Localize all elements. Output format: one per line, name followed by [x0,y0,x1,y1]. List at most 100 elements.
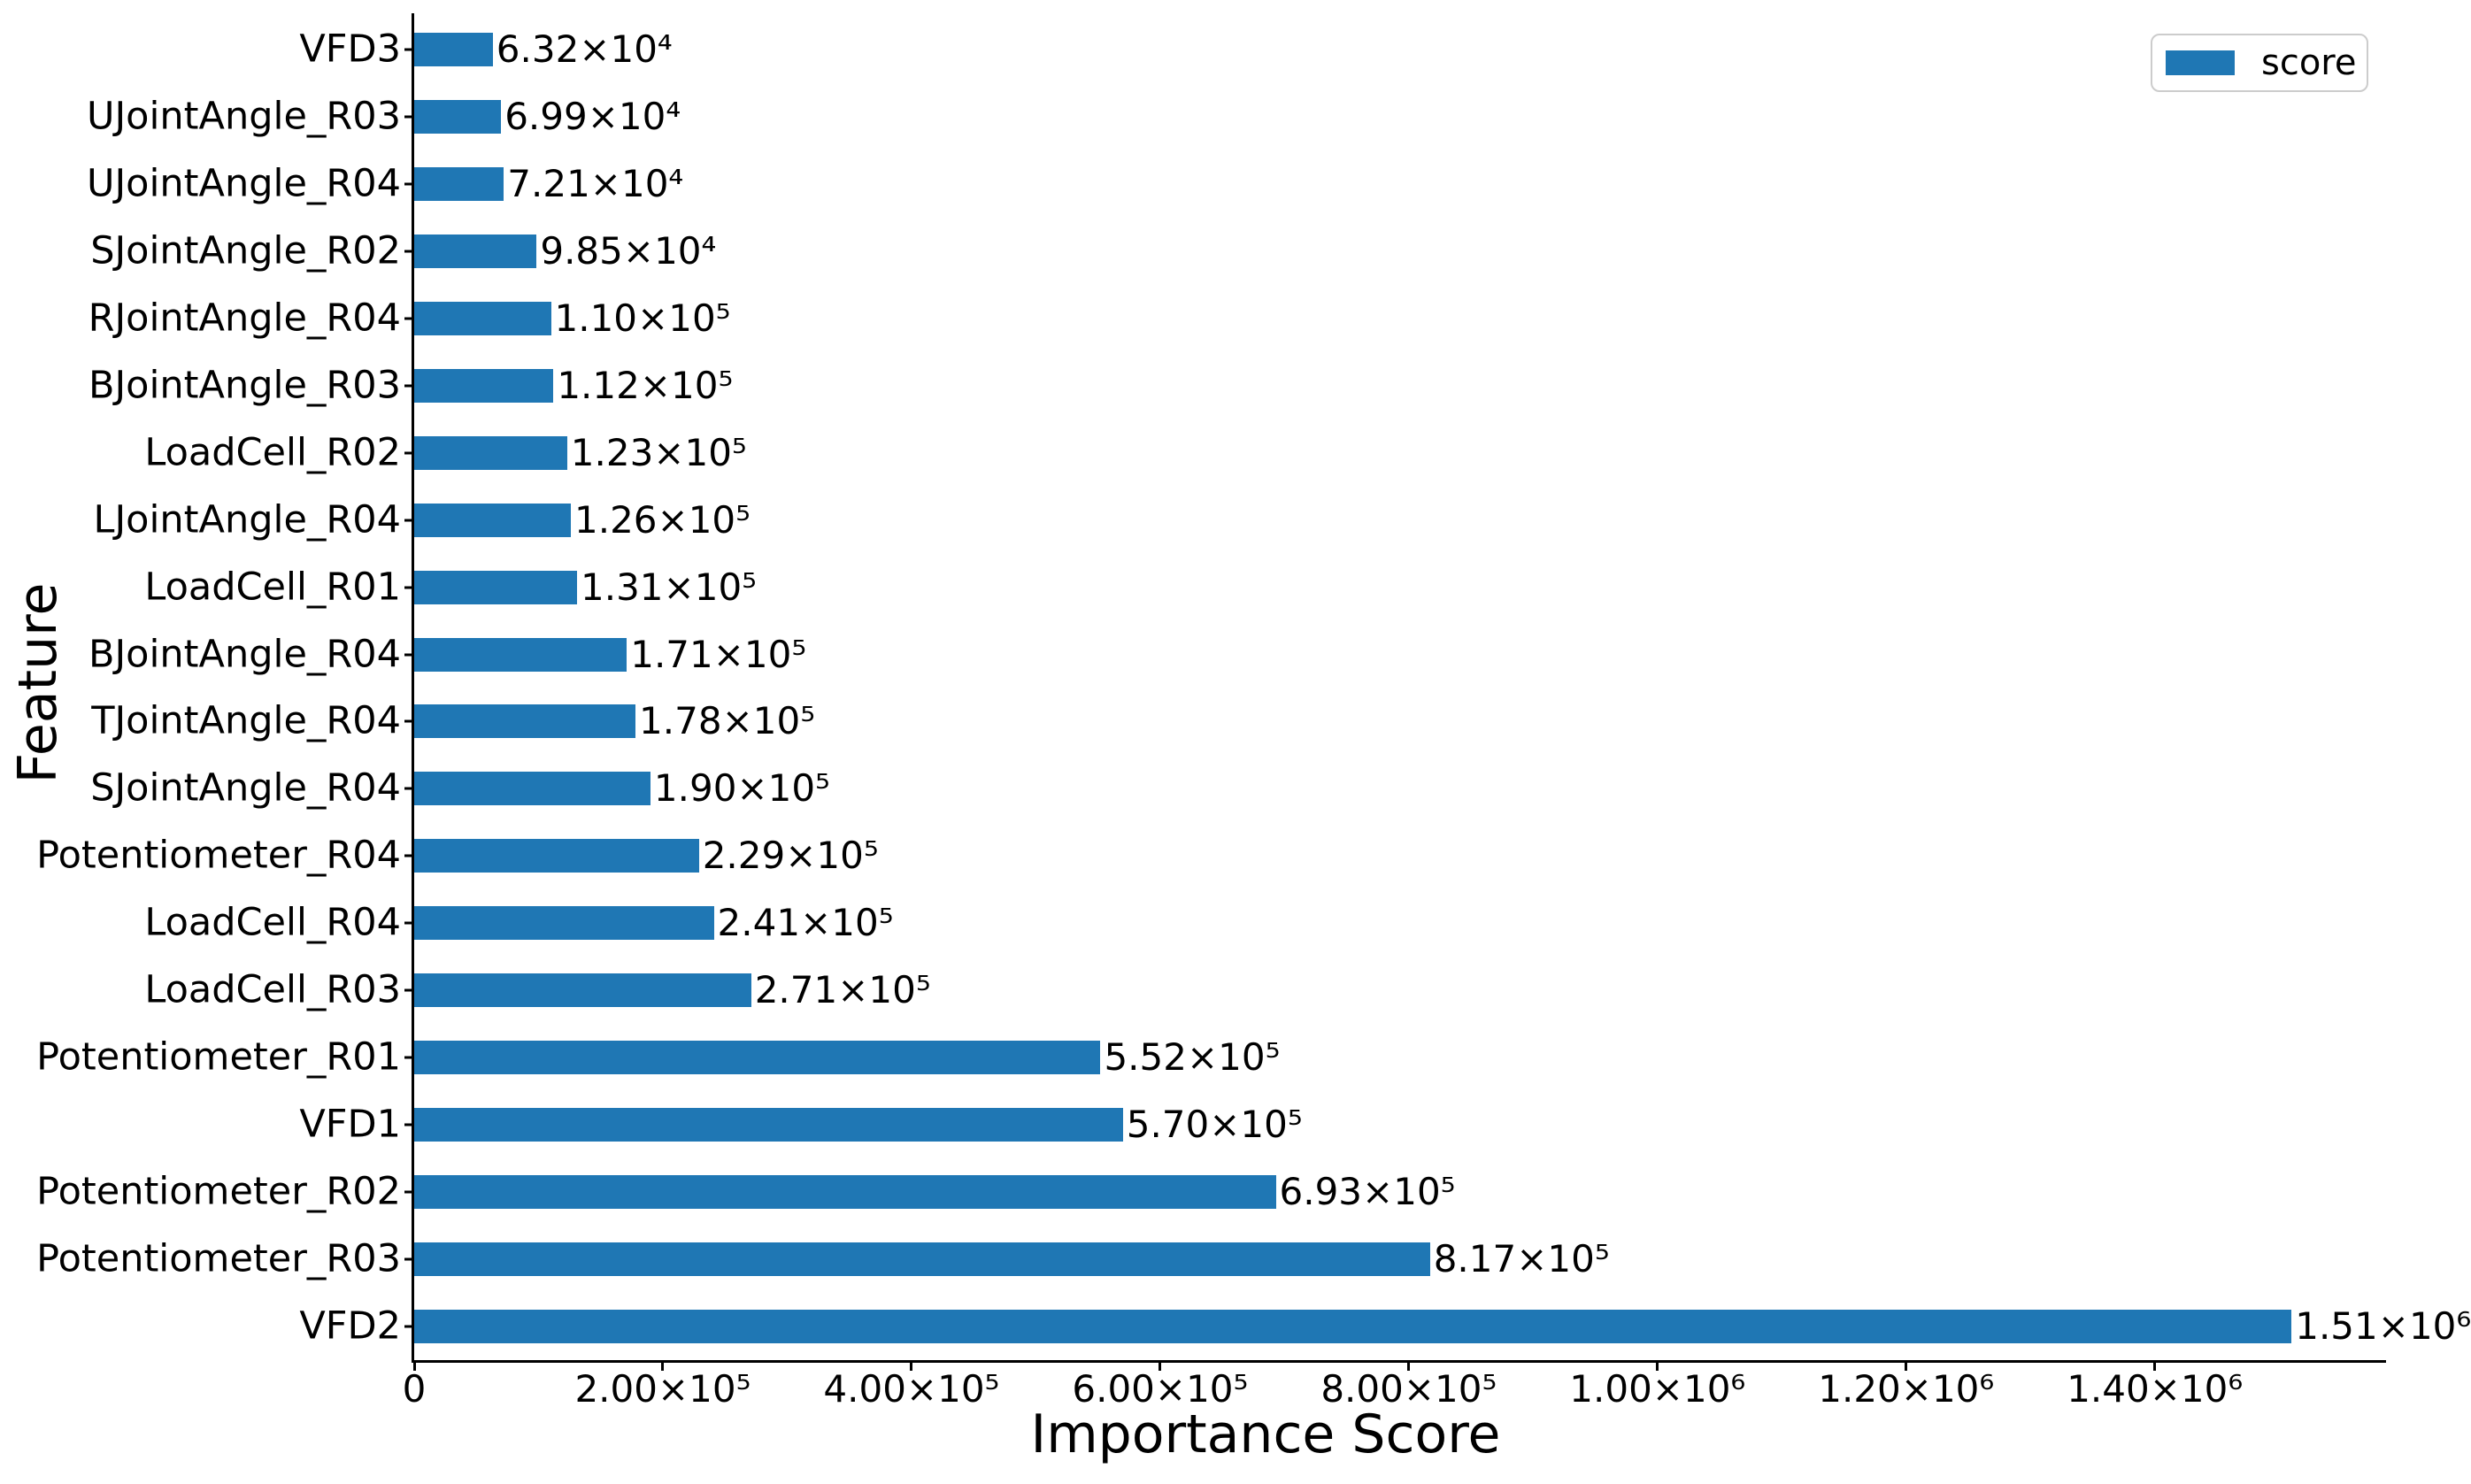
y-tick-label: BJointAngle_R04 [88,631,401,676]
x-tick-mark [1656,1363,1659,1371]
bar-value-label: 7.21×10⁴ [507,161,684,205]
y-tick-mark [404,988,412,992]
y-tick-mark [404,250,412,253]
x-tick-mark [661,1363,665,1371]
y-tick-mark [404,1056,412,1059]
x-axis-spine [412,1360,2386,1363]
y-tick-mark [404,854,412,857]
x-tick-mark [1159,1363,1162,1371]
bar-value-label: 1.31×10⁵ [581,565,758,609]
y-tick-mark [404,719,412,723]
x-tick-label: 0 [402,1367,427,1411]
y-tick-mark [404,317,412,320]
y-tick-mark [404,1325,412,1328]
x-tick-label: 2.00×10⁵ [574,1367,751,1411]
y-tick-mark [404,921,412,925]
x-tick-mark [1407,1363,1411,1371]
bar-value-label: 1.90×10⁵ [653,766,830,811]
x-tick-label: 4.00×10⁵ [823,1367,1000,1411]
bar-LoadCell_R02 [414,435,567,470]
y-tick-mark [404,586,412,589]
bar-Potentiometer_R01 [414,1041,1101,1075]
legend-label: score [2261,42,2357,83]
bar-VFD3 [414,32,493,66]
bar-value-label: 1.71×10⁵ [630,632,807,676]
y-tick-label: LoadCell_R02 [144,430,401,475]
bar-RJointAngle_R04 [414,301,551,335]
bar-BJointAngle_R03 [414,368,554,403]
bar-value-label: 5.52×10⁵ [1104,1035,1281,1080]
bar-UJointAngle_R03 [414,99,502,134]
x-tick-label: 1.20×10⁶ [1818,1367,1995,1411]
bar-SJointAngle_R04 [414,772,650,806]
y-tick-label: VFD1 [299,1102,401,1147]
y-tick-label: Potentiometer_R03 [36,1236,401,1281]
bar-LoadCell_R01 [414,570,578,604]
y-tick-label: Potentiometer_R02 [36,1169,401,1214]
bar-value-label: 1.51×10⁶ [2295,1304,2471,1349]
x-tick-mark [412,1363,416,1371]
bar-value-label: 1.78×10⁵ [639,699,816,743]
y-tick-mark [404,48,412,51]
x-tick-mark [1905,1363,1908,1371]
legend-swatch-icon [2166,50,2235,75]
bar-LoadCell_R03 [414,973,751,1008]
x-tick-mark [2153,1363,2157,1371]
bar-value-label: 1.26×10⁵ [574,497,751,542]
bar-LoadCell_R04 [414,906,714,941]
bar-value-label: 8.17×10⁵ [1433,1237,1610,1281]
bar-value-label: 1.23×10⁵ [570,430,747,474]
y-tick-mark [404,1257,412,1261]
bar-VFD1 [414,1108,1123,1142]
y-tick-mark [404,787,412,790]
y-tick-label: Potentiometer_R04 [36,833,401,878]
y-tick-mark [404,115,412,119]
y-tick-label: BJointAngle_R03 [88,363,401,408]
bar-value-label: 6.93×10⁵ [1279,1170,1456,1214]
bar-Potentiometer_R02 [414,1175,1276,1210]
y-tick-mark [404,653,412,657]
bar-value-label: 2.41×10⁵ [717,901,894,945]
bar-value-label: 1.12×10⁵ [557,363,734,407]
bar-VFD2 [414,1310,2292,1344]
y-tick-label: LoadCell_R03 [144,967,401,1012]
bar-LJointAngle_R04 [414,503,571,537]
bar-value-label: 5.70×10⁵ [1126,1103,1303,1147]
x-tick-label: 6.00×10⁵ [1072,1367,1249,1411]
bar-Potentiometer_R03 [414,1242,1430,1277]
y-tick-label: LoadCell_R04 [144,900,401,945]
x-axis-title: Importance Score [1030,1403,1501,1465]
y-axis-title: Feature [7,582,69,784]
bar-Potentiometer_R04 [414,839,699,873]
bar-value-label: 2.71×10⁵ [754,968,931,1012]
y-tick-label: SJointAngle_R02 [90,228,401,273]
y-tick-mark [404,384,412,388]
y-tick-label: LJointAngle_R04 [93,496,401,542]
bar-value-label: 2.29×10⁵ [702,834,879,878]
y-tick-label: UJointAngle_R03 [87,94,401,139]
x-tick-label: 8.00×10⁵ [1320,1367,1497,1411]
x-tick-label: 1.40×10⁶ [2067,1367,2244,1411]
y-tick-label: VFD2 [299,1303,401,1349]
bar-BJointAngle_R04 [414,637,627,672]
bar-value-label: 6.32×10⁴ [496,27,673,71]
y-tick-label: UJointAngle_R04 [87,161,401,206]
bar-TJointAngle_R04 [414,704,636,739]
y-tick-label: RJointAngle_R04 [88,296,401,341]
y-tick-mark [404,182,412,186]
legend: score [2151,34,2368,92]
y-tick-label: TJointAngle_R04 [91,698,401,743]
y-tick-mark [404,1190,412,1194]
y-tick-label: LoadCell_R01 [144,564,401,609]
x-tick-label: 1.00×10⁶ [1569,1367,1746,1411]
x-tick-mark [910,1363,913,1371]
bar-value-label: 9.85×10⁴ [540,228,717,273]
bar-value-label: 6.99×10⁴ [504,94,681,138]
bar-value-label: 1.10×10⁵ [554,296,731,340]
y-tick-label: Potentiometer_R01 [36,1034,401,1080]
y-tick-label: SJointAngle_R04 [90,765,401,811]
bar-UJointAngle_R04 [414,166,504,201]
y-tick-label: VFD3 [299,27,401,72]
y-tick-mark [404,519,412,522]
